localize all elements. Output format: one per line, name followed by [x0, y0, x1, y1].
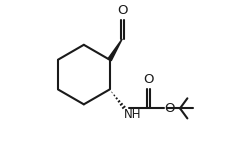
Text: O: O: [143, 73, 154, 86]
Text: O: O: [116, 4, 127, 17]
Polygon shape: [108, 39, 122, 61]
Text: O: O: [164, 102, 174, 115]
Text: NH: NH: [124, 108, 141, 121]
